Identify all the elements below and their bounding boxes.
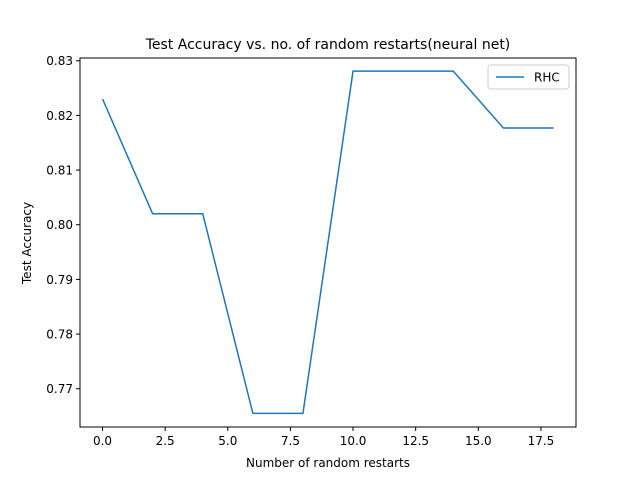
y-tick-label: 0.81 <box>46 164 73 178</box>
y-axis-label: Test Accuracy <box>20 202 34 285</box>
x-tick-label: 10.0 <box>340 434 367 448</box>
x-tick-label: 12.5 <box>402 434 429 448</box>
data-point <box>302 413 304 415</box>
y-tick-label: 0.77 <box>46 382 73 396</box>
x-axis-label: Number of random restarts <box>246 456 410 470</box>
series-layer <box>101 70 555 415</box>
data-point <box>102 98 104 100</box>
y-tick-label: 0.83 <box>46 54 73 68</box>
chart-title: Test Accuracy vs. no. of random restarts… <box>145 37 511 53</box>
x-tick-label: 2.5 <box>156 434 175 448</box>
axis-ticks: 0.0 2.5 5.0 7.5 10.0 12.5 15.0 17.5 0.77 0.78 0.79… <box>46 54 554 448</box>
data-point <box>152 213 154 215</box>
data-point <box>402 70 404 72</box>
data-point <box>452 70 454 72</box>
data-point <box>352 70 354 72</box>
legend-label: RHC <box>534 71 560 85</box>
legend-box <box>487 64 570 90</box>
legend: RHC <box>487 64 570 90</box>
series-line-rhc <box>101 70 554 415</box>
data-point <box>553 127 555 129</box>
y-tick-label: 0.80 <box>46 218 73 232</box>
data-point <box>252 413 254 415</box>
axes-frame <box>79 57 577 428</box>
x-tick-label: 17.5 <box>528 434 555 448</box>
x-tick-label: 5.0 <box>218 434 237 448</box>
data-point <box>202 213 204 215</box>
y-tick-label: 0.79 <box>46 273 73 287</box>
x-tick-label: 15.0 <box>465 434 492 448</box>
y-tick-label: 0.82 <box>46 109 73 123</box>
x-tick-label: 7.5 <box>281 434 300 448</box>
data-point <box>503 127 505 129</box>
y-tick-label: 0.78 <box>46 328 73 342</box>
x-tick-label: 0.0 <box>93 434 112 448</box>
